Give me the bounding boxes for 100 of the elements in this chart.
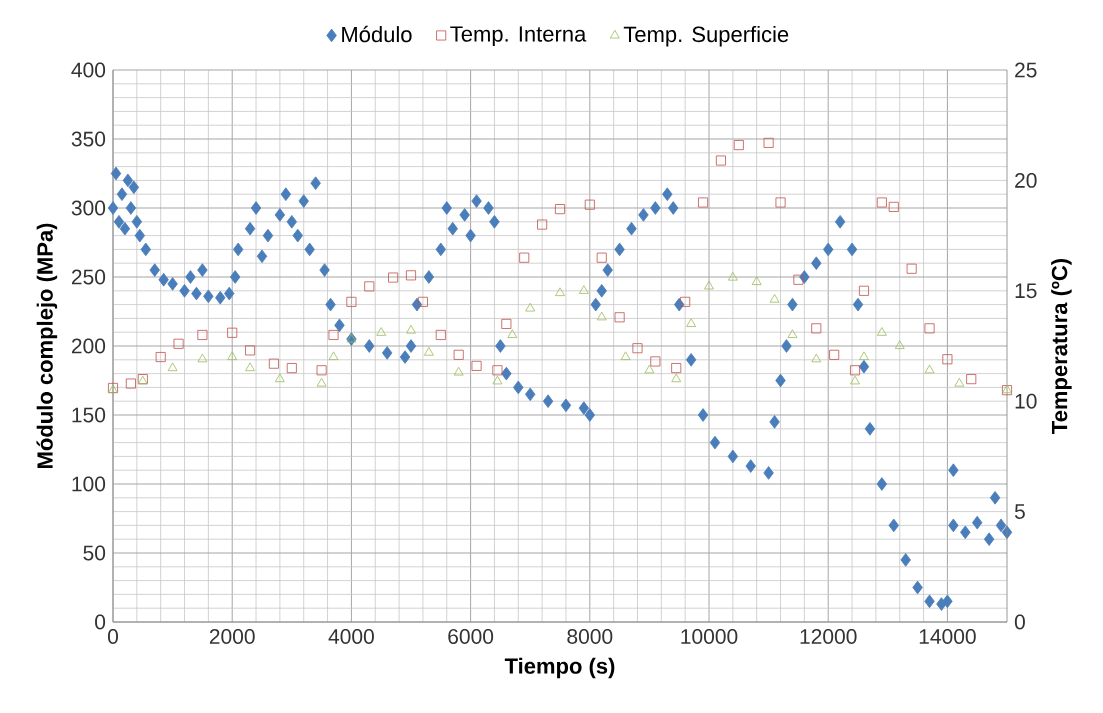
point	[328, 351, 339, 361]
point	[751, 276, 762, 285]
point	[671, 363, 682, 374]
point	[775, 197, 786, 208]
y-tick-label: 400	[71, 62, 106, 78]
point	[346, 296, 357, 307]
point	[686, 318, 697, 327]
y-tick-label: 250	[71, 269, 106, 285]
legend-label: Temp. Interna	[450, 26, 587, 47]
y-tick-label: 300	[71, 200, 106, 216]
y-tick-label: 200	[71, 338, 106, 354]
point	[316, 377, 327, 387]
y2-tick-label: 0	[1014, 614, 1025, 630]
point	[492, 365, 503, 376]
y-tick-label: 100	[72, 476, 106, 492]
point	[850, 375, 860, 385]
y-axis-title: Módulo complejo (MPa)	[36, 223, 58, 468]
point	[507, 329, 518, 338]
point	[423, 347, 434, 356]
x-tick-label: 8000	[567, 629, 613, 644]
point	[614, 312, 625, 323]
point	[924, 323, 935, 334]
point	[671, 373, 682, 383]
point	[167, 362, 178, 372]
point	[274, 373, 285, 383]
y2-tick-label: 5	[1014, 504, 1025, 519]
point	[471, 360, 482, 371]
point	[894, 340, 905, 349]
point	[406, 270, 417, 281]
point	[519, 252, 530, 263]
point	[876, 327, 887, 336]
point	[364, 281, 375, 292]
point	[388, 272, 399, 283]
x-tick-label: 0	[107, 629, 119, 644]
point	[787, 329, 798, 338]
point	[859, 351, 869, 361]
legend-label: Módulo	[342, 25, 412, 43]
point	[525, 302, 536, 312]
point	[245, 362, 255, 372]
y-tick-label: 350	[71, 131, 106, 147]
y-tick-label: 50	[83, 545, 106, 561]
point	[727, 271, 738, 281]
point	[125, 378, 136, 389]
point	[245, 345, 256, 356]
point	[596, 252, 607, 263]
point	[578, 285, 589, 294]
point	[453, 366, 464, 376]
point	[555, 287, 565, 297]
point	[715, 155, 726, 166]
point	[632, 343, 643, 354]
point	[906, 263, 917, 274]
point	[954, 377, 965, 387]
point	[596, 311, 607, 321]
point	[733, 140, 744, 151]
y2-tick-label: 25	[1015, 62, 1037, 78]
point	[501, 318, 512, 329]
point	[924, 364, 935, 374]
point	[850, 365, 861, 376]
point	[155, 352, 166, 363]
y2-tick-label: 10	[1015, 393, 1037, 409]
point	[197, 329, 208, 340]
point	[650, 356, 661, 367]
point	[173, 338, 184, 349]
y-tick-label: 0	[95, 614, 106, 630]
point	[435, 329, 446, 340]
point	[811, 353, 822, 363]
point	[555, 204, 565, 215]
x-tick-label: 4000	[328, 629, 374, 644]
point	[286, 363, 297, 374]
x-tick-label: 6000	[448, 629, 494, 644]
point	[316, 365, 327, 376]
point	[537, 219, 548, 230]
y2-tick-label: 20	[1015, 172, 1037, 188]
y-tick-label: 150	[72, 407, 106, 423]
point	[858, 285, 869, 296]
point	[492, 375, 503, 385]
x-tick-label: 10000	[681, 629, 738, 644]
point	[704, 280, 714, 290]
point	[328, 329, 339, 340]
point	[644, 364, 655, 374]
point	[227, 351, 238, 361]
legend-label: Temp. Superficie	[623, 25, 789, 47]
point	[197, 353, 208, 363]
x-tick-label: 14000	[919, 629, 976, 644]
point	[888, 201, 899, 212]
point	[966, 374, 977, 385]
point	[876, 197, 887, 208]
x-tick-label: 2000	[209, 629, 255, 644]
point	[769, 294, 780, 303]
point	[376, 327, 387, 336]
point	[227, 327, 238, 338]
point	[763, 137, 774, 148]
point	[620, 351, 631, 361]
point	[406, 324, 416, 334]
point	[942, 354, 953, 365]
y2-tick-label: 15	[1015, 283, 1037, 299]
point	[829, 349, 840, 360]
y2-axis-title: Temperatura (ºC)	[1051, 258, 1072, 434]
point	[268, 358, 279, 369]
point	[584, 199, 595, 210]
